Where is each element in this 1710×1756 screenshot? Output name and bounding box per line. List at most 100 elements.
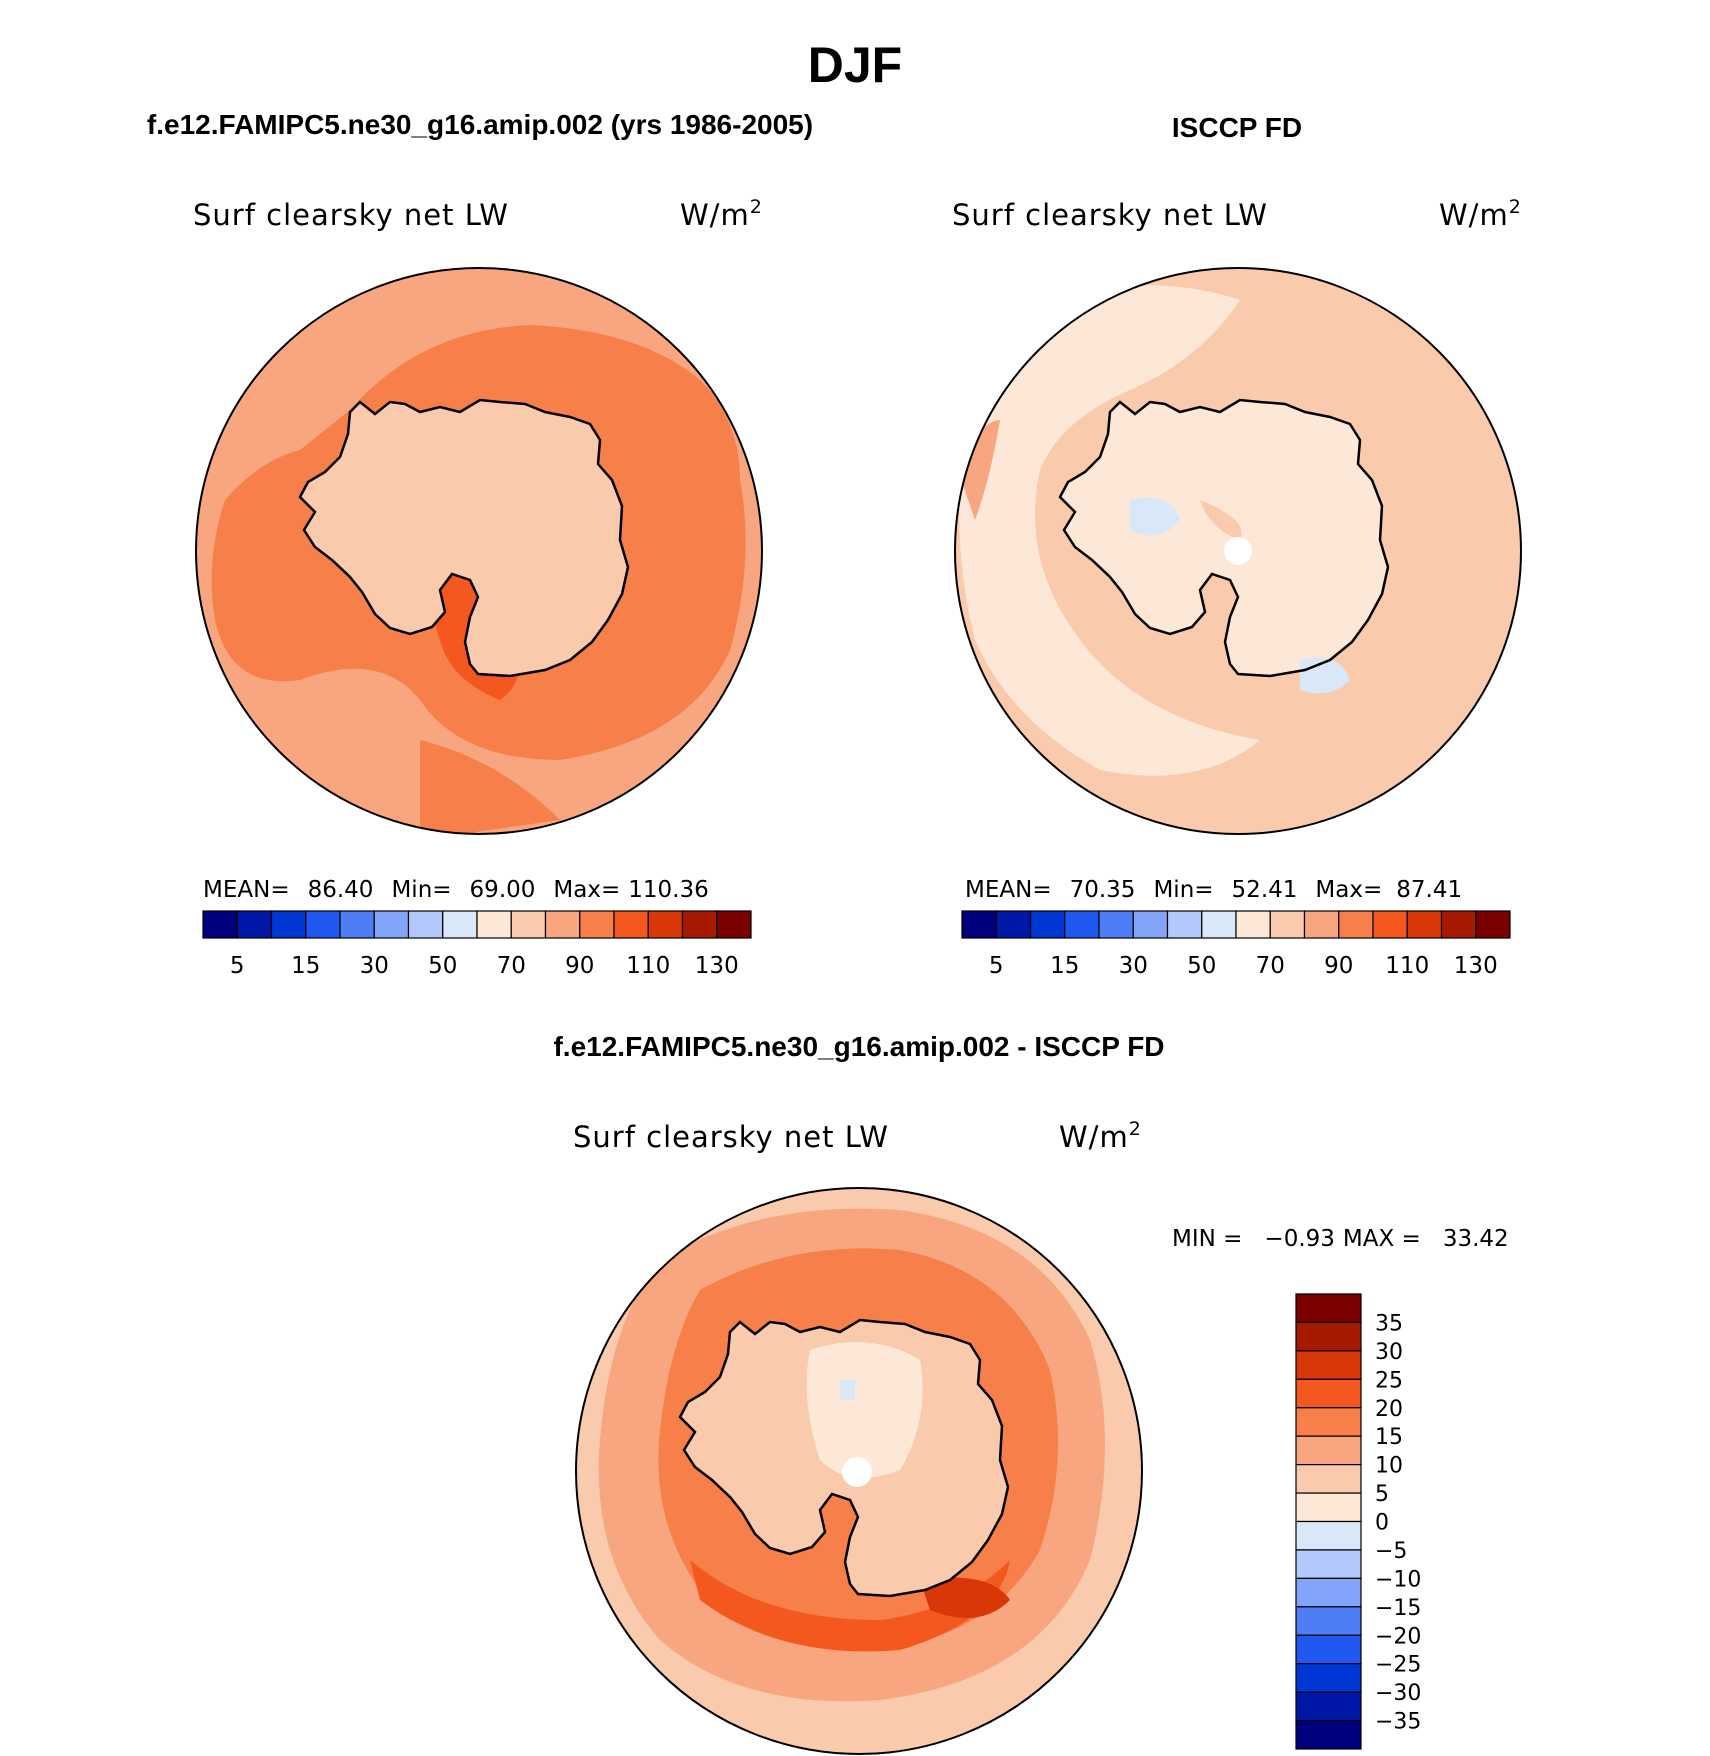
- colorbar-tick-label: −35: [1375, 1710, 1421, 1735]
- colorbar-tick-label: 70: [1256, 953, 1285, 979]
- colorbar-swatch: [510, 910, 547, 939]
- colorbar-tick-label: 110: [1385, 953, 1429, 979]
- contour-region: [840, 1380, 855, 1400]
- colorbar-swatch: [339, 910, 375, 939]
- colorbar-swatch: [202, 910, 238, 939]
- colorbar-tick-label: −10: [1375, 1567, 1421, 1592]
- units-label: W/m2: [1439, 196, 1522, 232]
- colorbar-swatch: [305, 910, 341, 939]
- colorbar-swatch: [961, 910, 997, 939]
- colorbar-swatch: [1295, 1663, 1362, 1693]
- colorbar-swatch: [1166, 910, 1203, 939]
- colorbar-swatch: [407, 910, 444, 939]
- colorbar-swatch: [1295, 1520, 1362, 1551]
- colorbar-tick-label: −25: [1375, 1653, 1421, 1678]
- colorbar-tick-label: 15: [1050, 953, 1079, 979]
- contour-region: [806, 1342, 923, 1478]
- colorbar-swatch: [716, 910, 752, 939]
- colorbar-horizontal: 5 15 30 50 70 90 110 130: [961, 910, 1511, 979]
- pole-hole: [842, 1457, 872, 1487]
- stats-line: MEAN= 70.35 Min= 52.41 Max= 87.41: [965, 877, 1462, 903]
- colorbar-swatch: [995, 910, 1032, 939]
- colorbar-swatch: [1295, 1293, 1362, 1324]
- colorbar-swatch: [1098, 910, 1134, 939]
- colorbar-tick-label: −20: [1375, 1624, 1421, 1649]
- colorbar-tick-label: 5: [230, 953, 245, 979]
- colorbar-swatch: [1029, 910, 1066, 939]
- colorbar-swatch: [544, 910, 581, 939]
- colorbar-tick-label: 35: [1375, 1311, 1403, 1336]
- colorbar-tick-label: 30: [1375, 1340, 1403, 1365]
- polar-map: [575, 1187, 1143, 1755]
- colorbar-swatch: [442, 910, 478, 939]
- panel-model: f.e12.FAMIPC5.ne30_g16.amip.002 (yrs 198…: [147, 109, 813, 979]
- panel-header: f.e12.FAMIPC5.ne30_g16.amip.002 - ISCCP …: [553, 1031, 1164, 1062]
- contour-region: [958, 420, 1000, 520]
- colorbar-tick-label: −15: [1375, 1596, 1421, 1621]
- colorbar-swatch: [1295, 1407, 1362, 1437]
- colorbar-tick-label: 50: [1187, 953, 1216, 979]
- colorbar-swatch: [1338, 910, 1374, 939]
- colorbar-swatch: [476, 910, 512, 939]
- colorbar-swatch: [1295, 1350, 1362, 1380]
- colorbar-tick-label: −30: [1375, 1681, 1421, 1706]
- units-label: W/m2: [1059, 1118, 1142, 1154]
- variable-label: Surf clearsky net LW: [573, 1120, 889, 1154]
- colorbar-horizontal: 5 15 30 50 70 90 110 130: [202, 910, 752, 979]
- colorbar-swatch: [236, 910, 273, 939]
- colorbar-swatch: [1269, 910, 1306, 939]
- polar-map: [195, 267, 763, 835]
- colorbar-tick-label: 0: [1375, 1511, 1389, 1536]
- contour-region: [1200, 500, 1242, 540]
- colorbar-tick-label: −5: [1375, 1539, 1407, 1564]
- panel-header: f.e12.FAMIPC5.ne30_g16.amip.002 (yrs 198…: [147, 109, 813, 140]
- colorbar-swatch: [1295, 1435, 1362, 1466]
- colorbar-swatch: [1406, 910, 1443, 939]
- colorbar-swatch: [1132, 910, 1169, 939]
- map-boundary: [954, 267, 1522, 835]
- colorbar-swatch: [373, 910, 410, 939]
- map-boundary: [195, 267, 763, 835]
- colorbar-tick-label: 130: [695, 953, 739, 979]
- colorbar-swatch: [1295, 1549, 1362, 1579]
- contour-region: [959, 285, 1260, 776]
- colorbar-swatch: [1064, 910, 1100, 939]
- stats-line: MIN = −0.93 MAX = 33.42: [1172, 1226, 1509, 1252]
- colorbar-tick-label: 130: [1454, 953, 1498, 979]
- colorbar-swatch: [613, 910, 649, 939]
- colorbar-tick-label: 15: [1375, 1425, 1403, 1450]
- colorbar-tick-label: 25: [1375, 1368, 1403, 1393]
- stats-line: MEAN= 86.40 Min= 69.00 Max= 110.36: [203, 877, 709, 903]
- colorbar-swatch: [1475, 910, 1511, 939]
- colorbar-tick-label: 30: [1119, 953, 1148, 979]
- variable-label: Surf clearsky net LW: [952, 198, 1268, 232]
- pole-hole: [1224, 537, 1252, 565]
- colorbar-swatch: [1295, 1378, 1362, 1409]
- colorbar-swatch: [1295, 1464, 1362, 1494]
- colorbar-swatch: [1295, 1606, 1362, 1636]
- colorbar-tick-label: 10: [1375, 1454, 1403, 1479]
- contour-region: [420, 740, 560, 834]
- colorbar-swatch: [1295, 1691, 1362, 1722]
- colorbar-swatch: [1295, 1321, 1362, 1352]
- colorbar-vertical: 35 30 25 20 15 10 5 0 −5 −10 −15 −20 −25 −30 −35: [1295, 1293, 1421, 1750]
- colorbar-swatch: [1295, 1492, 1362, 1523]
- panel-header: ISCCP FD: [1172, 112, 1302, 143]
- colorbar-swatch: [1295, 1577, 1362, 1608]
- colorbar-swatch: [1235, 910, 1271, 939]
- colorbar-swatch: [579, 910, 615, 939]
- colorbar-tick-label: 5: [1375, 1482, 1389, 1507]
- colorbar-tick-label: 5: [989, 953, 1004, 979]
- units-label: W/m2: [680, 196, 763, 232]
- panel-difference: f.e12.FAMIPC5.ne30_g16.amip.002 - ISCCP …: [553, 1031, 1509, 1755]
- colorbar-tick-label: 110: [626, 953, 670, 979]
- colorbar-tick-label: 90: [565, 953, 594, 979]
- colorbar-swatch: [681, 910, 718, 939]
- colorbar-swatch: [1303, 910, 1340, 939]
- colorbar-tick-label: 70: [497, 953, 526, 979]
- panel-observation: ISCCP FD Surf clearsky net LW W/m2 MEAN=…: [952, 112, 1522, 979]
- colorbar-swatch: [1295, 1634, 1362, 1665]
- polar-map: [954, 267, 1522, 835]
- map-boundary: [575, 1187, 1143, 1755]
